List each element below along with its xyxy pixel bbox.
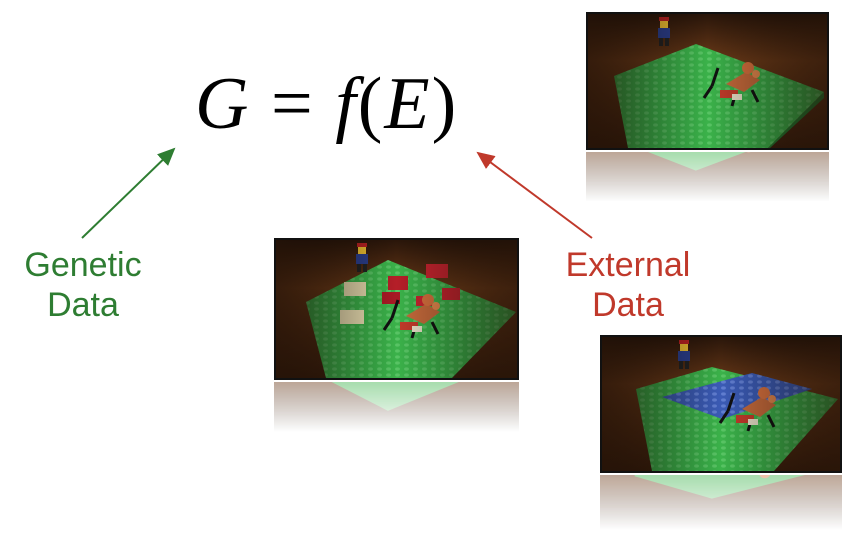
- equation-function: f: [335, 63, 358, 145]
- lego-blocks-photo: [274, 238, 519, 380]
- equation-argument: E: [384, 63, 432, 145]
- equation-open-paren: (: [357, 63, 385, 145]
- equation-close-paren: ): [431, 63, 459, 145]
- equation-lhs: G: [195, 63, 251, 145]
- genetic-data-label: Genetic Data: [24, 246, 142, 324]
- lego-baseplate-photo: [586, 12, 829, 150]
- lego-water-reflection: [600, 475, 842, 530]
- equation: G = f(E): [195, 62, 458, 147]
- lego-blocks-reflection: [274, 382, 519, 432]
- equation-equals: =: [250, 63, 336, 145]
- lego-water-photo: [600, 335, 842, 473]
- lego-baseplate-reflection: [586, 152, 829, 202]
- external-data-label: External Data: [565, 246, 691, 324]
- genetic-arrow: [81, 147, 176, 239]
- external-arrow: [476, 151, 593, 239]
